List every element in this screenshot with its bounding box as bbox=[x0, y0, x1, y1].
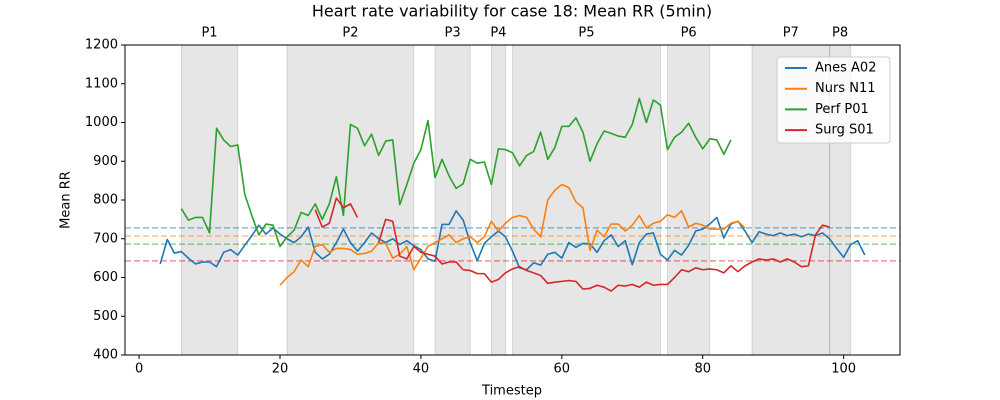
x-tick-label: 100 bbox=[831, 362, 856, 377]
y-tick-label: 1000 bbox=[85, 115, 118, 130]
x-tick-label: 40 bbox=[413, 362, 430, 377]
phase-region bbox=[286, 44, 415, 356]
phase-label: P8 bbox=[832, 26, 848, 41]
x-tick-label: 20 bbox=[272, 362, 289, 377]
phase-label: P7 bbox=[783, 26, 799, 41]
x-tick-label: 60 bbox=[554, 362, 571, 377]
y-tick-label: 700 bbox=[93, 231, 118, 246]
phase-region bbox=[180, 44, 239, 356]
y-tick-label: 500 bbox=[93, 309, 118, 324]
phase-label: P2 bbox=[342, 26, 358, 41]
y-tick-label: 800 bbox=[93, 193, 118, 208]
y-tick-label: 1200 bbox=[85, 38, 118, 53]
y-axis-label: Mean RR bbox=[59, 171, 74, 229]
y-tick-label: 900 bbox=[93, 154, 118, 169]
data-line bbox=[314, 197, 830, 292]
legend-label: Nurs N11 bbox=[815, 81, 875, 96]
phase-region bbox=[490, 44, 506, 356]
y-tick-label: 600 bbox=[93, 270, 118, 285]
data-line bbox=[180, 97, 732, 248]
x-axis-label: Timestep bbox=[481, 384, 542, 399]
phase-region bbox=[512, 44, 661, 356]
phase-region bbox=[667, 44, 711, 356]
phase-label: P3 bbox=[445, 26, 461, 41]
x-tick-label: 0 bbox=[135, 362, 143, 377]
y-tick-label: 1100 bbox=[85, 76, 118, 91]
data-line bbox=[279, 183, 746, 286]
data-line bbox=[159, 210, 866, 271]
x-tick-label: 80 bbox=[694, 362, 711, 377]
y-tick-label: 400 bbox=[93, 348, 118, 363]
chart-title: Heart rate variability for case 18: Mean… bbox=[312, 2, 712, 21]
legend-label: Anes A02 bbox=[815, 61, 876, 76]
legend-label: Surg S01 bbox=[815, 123, 874, 138]
phase-label: P5 bbox=[578, 26, 594, 41]
phase-label: P6 bbox=[681, 26, 697, 41]
legend-label: Perf P01 bbox=[815, 102, 869, 117]
phase-label: P1 bbox=[201, 26, 217, 41]
legend-box bbox=[776, 56, 891, 144]
phase-region bbox=[434, 44, 471, 356]
phase-label: P4 bbox=[490, 26, 506, 41]
